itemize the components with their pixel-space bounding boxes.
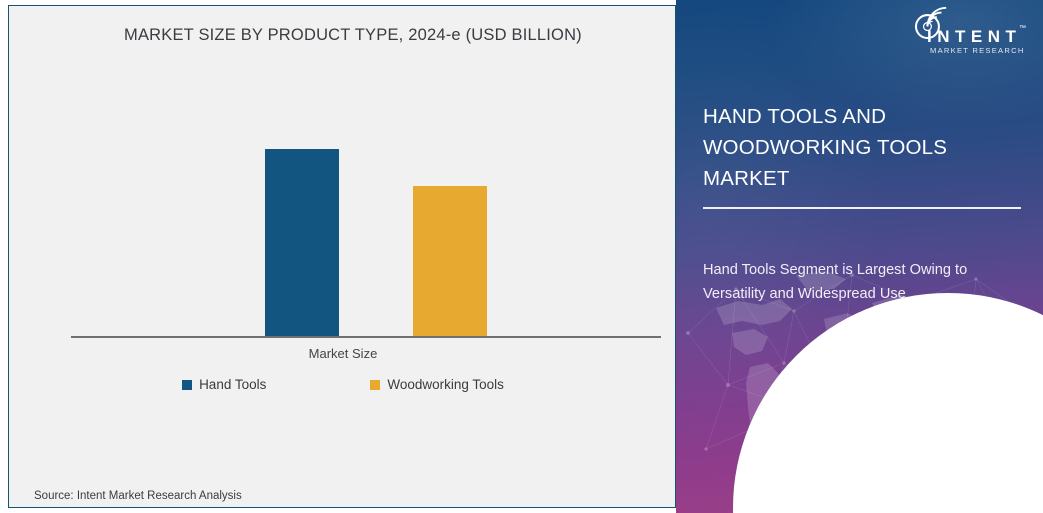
x-axis-label: Market Size xyxy=(308,346,378,361)
legend-swatch-icon xyxy=(182,379,193,390)
chart-title: MARKET SIZE BY PRODUCT TYPE, 2024-e (USD… xyxy=(124,26,582,44)
bar-plot-area xyxy=(71,106,661,336)
source-note: Source: Intent Market Research Analysis xyxy=(34,490,242,502)
legend-item-hand-tools[interactable]: Hand Tools xyxy=(182,377,266,392)
legend-item-woodworking-tools[interactable]: Woodworking Tools xyxy=(370,377,504,392)
chart-legend: Hand Tools Woodworking Tools xyxy=(9,377,677,392)
panel-divider xyxy=(703,207,1021,209)
logo-trademark-icon: ™ xyxy=(1019,25,1026,32)
bar-hand-tools[interactable] xyxy=(265,149,339,336)
legend-label: Hand Tools xyxy=(199,377,267,392)
signal-arcs-icon xyxy=(914,7,947,40)
brand-logo[interactable]: INTENT ™ MARKET RESEARCH xyxy=(905,6,1026,56)
panel-subtitle: Hand Tools Segment is Largest Owing to V… xyxy=(703,262,968,302)
legend-swatch-icon xyxy=(370,379,381,390)
bar-chart: Market Size xyxy=(9,6,677,509)
x-axis-line xyxy=(71,336,661,338)
chart-card: MARKET SIZE BY PRODUCT TYPE, 2024-e (USD… xyxy=(8,5,676,508)
logo-wordmark: INTENT xyxy=(927,27,1022,46)
title-panel: INTENT ™ MARKET RESEARCH HAND TOOLS AND … xyxy=(676,0,1043,513)
logo-tagline: MARKET RESEARCH xyxy=(930,46,1025,55)
bar-woodworking-tools[interactable] xyxy=(413,186,487,336)
panel-title: HAND TOOLS AND WOODWORKING TOOLS MARKET xyxy=(703,105,948,190)
legend-label: Woodworking Tools xyxy=(387,377,504,392)
